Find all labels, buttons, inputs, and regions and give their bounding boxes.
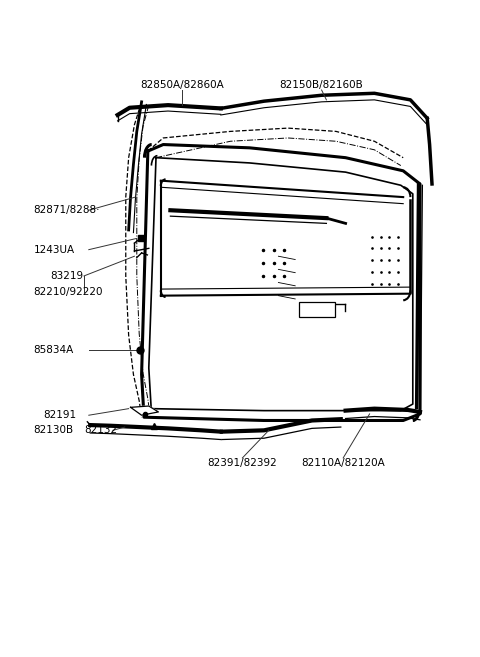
Text: 82130B: 82130B [34,425,74,436]
Text: 82391/82392: 82391/82392 [207,458,277,468]
Bar [299,302,335,317]
Text: 83219: 83219 [50,271,84,281]
Text: 82191: 82191 [43,410,76,420]
Polygon shape [131,406,158,415]
Text: 82110A/82120A: 82110A/82120A [301,458,385,468]
Text: 82850A/82860A: 82850A/82860A [141,80,224,91]
Text: 82150B/82160B: 82150B/82160B [280,80,363,91]
Text: 82132: 82132 [84,425,117,436]
Text: 82871/8288·: 82871/8288· [34,205,100,215]
Text: 1243UA: 1243UA [34,244,75,255]
Text: 82210/92220: 82210/92220 [34,287,103,298]
Text: 85834A: 85834A [34,344,74,355]
